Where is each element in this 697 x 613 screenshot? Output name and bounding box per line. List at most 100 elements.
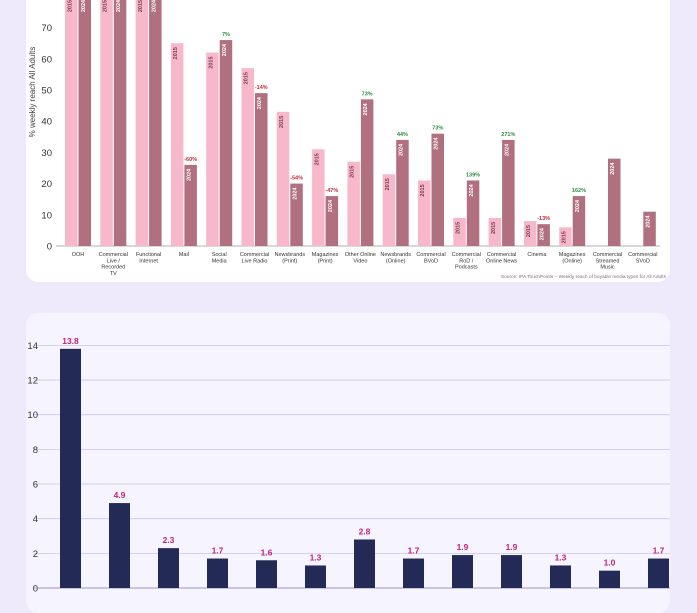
category-label: Live Radio [242, 258, 268, 264]
category-label: Commercial [240, 252, 269, 258]
change-label: 139% [466, 172, 480, 178]
change-label: -13% [537, 216, 550, 222]
bar-2015 [523, 221, 537, 246]
bar-2024 [466, 180, 480, 246]
y-tick-label: 14 [27, 341, 38, 352]
y-tick-label: 20 [41, 179, 52, 190]
bar-year-label: 2015 [173, 47, 179, 59]
y-tick-label: 2 [33, 549, 38, 560]
change-label: 271% [501, 132, 515, 138]
value-label: 2.8 [359, 526, 371, 536]
bar-2015 [276, 111, 290, 246]
category-label: Other Online [345, 252, 376, 258]
change-label: -60% [184, 157, 197, 163]
bar-2015 [347, 161, 360, 246]
category-label: Magazines [559, 252, 586, 258]
bar-2015 [170, 43, 184, 247]
bar-2024 [608, 158, 621, 246]
bar-year-label: 2024 [293, 187, 299, 200]
value-label: 2.3 [163, 535, 175, 545]
bar-2015 [559, 227, 572, 246]
value-bar [305, 565, 326, 588]
bar-year-label: 2024 [610, 162, 616, 175]
bar-2015 [100, 0, 113, 246]
value-bar [207, 558, 228, 588]
y-tick-label: 12 [27, 376, 38, 387]
value-bar-chart: 0 2 4 6 8 10 12 14 13.8 4.9 2.3 1.7 1.6 1.3 2.8 1.7 1.9 1… [27, 336, 670, 595]
bar-2024 [113, 0, 127, 246]
change-label: 73% [432, 126, 443, 132]
bar-year-label: 2024 [328, 199, 334, 212]
y-tick-label: 0 [47, 242, 52, 253]
category-label: Newsbrands [380, 252, 411, 258]
bar-2024 [537, 224, 550, 246]
bar-year-label: 2024 [504, 143, 510, 156]
value-label: 1.7 [408, 546, 420, 556]
value-bar [452, 555, 473, 588]
category-label: Commercial [487, 252, 516, 258]
value-bar [256, 560, 277, 588]
value-label: 1.3 [555, 552, 567, 562]
category-label: Commercial [416, 252, 445, 258]
source-note: Source: IPA TouchPoints – Weekly reach o… [501, 274, 667, 280]
bar-year-label: 2015 [208, 56, 214, 68]
category-label: Newsbrands [275, 252, 306, 258]
bar-2015 [65, 0, 78, 247]
category-label: Commercial [628, 252, 657, 258]
y-tick-label: 0 [33, 584, 38, 595]
category-label: (Online) [386, 258, 406, 264]
bar-year-label: 2015 [456, 222, 462, 234]
bar-year-label: 2024 [398, 143, 404, 156]
value-bar [354, 539, 375, 588]
category-label: Music [600, 265, 615, 271]
value-label: 1.7 [212, 546, 224, 556]
value-bar [501, 555, 522, 588]
bar-year-label: 2015 [526, 225, 532, 237]
category-label: TV [110, 271, 117, 277]
y-tick-label: 30 [41, 148, 52, 159]
bar-2024 [290, 183, 303, 246]
bar-year-label: 2024 [646, 215, 652, 228]
y-tick-label: 6 [33, 480, 38, 491]
value-bar [550, 565, 571, 588]
change-label: 7% [222, 32, 230, 38]
value-label: 13.8 [62, 336, 79, 346]
category-label: SVoD [636, 258, 650, 264]
category-label: Video [353, 258, 367, 264]
category-label: (Print) [318, 258, 333, 264]
bar-year-label: 2015 [491, 222, 497, 234]
bar-2024 [360, 99, 374, 246]
y-tick-label: 10 [27, 410, 38, 421]
bar-year-label: 2015 [279, 116, 285, 128]
category-label: Mail [179, 252, 189, 258]
change-label: -47% [325, 188, 338, 194]
value-bar [403, 558, 424, 588]
y-tick-label: 8 [33, 445, 38, 456]
change-label: -14% [255, 85, 268, 91]
bar-2015 [453, 217, 466, 246]
y-axis-label: % weekly reach All Adults [28, 47, 37, 138]
y-tick-label: 4 [33, 514, 38, 525]
value-label: 1.7 [653, 546, 665, 556]
category-label: BVoD [424, 258, 438, 264]
bar-2024 [149, 0, 162, 246]
category-label: Commercial [593, 252, 622, 258]
change-label: 162% [572, 188, 586, 194]
bar-2015 [418, 180, 431, 246]
category-label: RoD / [459, 258, 474, 264]
category-label: Social [212, 252, 227, 258]
bar-2024 [78, 0, 91, 247]
category-label: (Print) [282, 258, 297, 264]
value-bar [158, 548, 179, 588]
bar-year-label: 2024 [187, 168, 193, 181]
category-label: Streamed [596, 258, 620, 264]
weekly-reach-chart: % weekly reach All Adults 0 10 20 30 40 50 60 70… [28, 0, 667, 280]
category-label: OOH [72, 252, 85, 258]
bar-2015 [206, 52, 219, 246]
bar-year-label: 2015 [138, 0, 144, 12]
category-label: Recorded [101, 265, 125, 271]
bar-year-label: 2015 [420, 184, 426, 196]
bar-2015 [312, 149, 325, 246]
bar-year-label: 2015 [314, 153, 320, 165]
value-bar [60, 348, 81, 588]
